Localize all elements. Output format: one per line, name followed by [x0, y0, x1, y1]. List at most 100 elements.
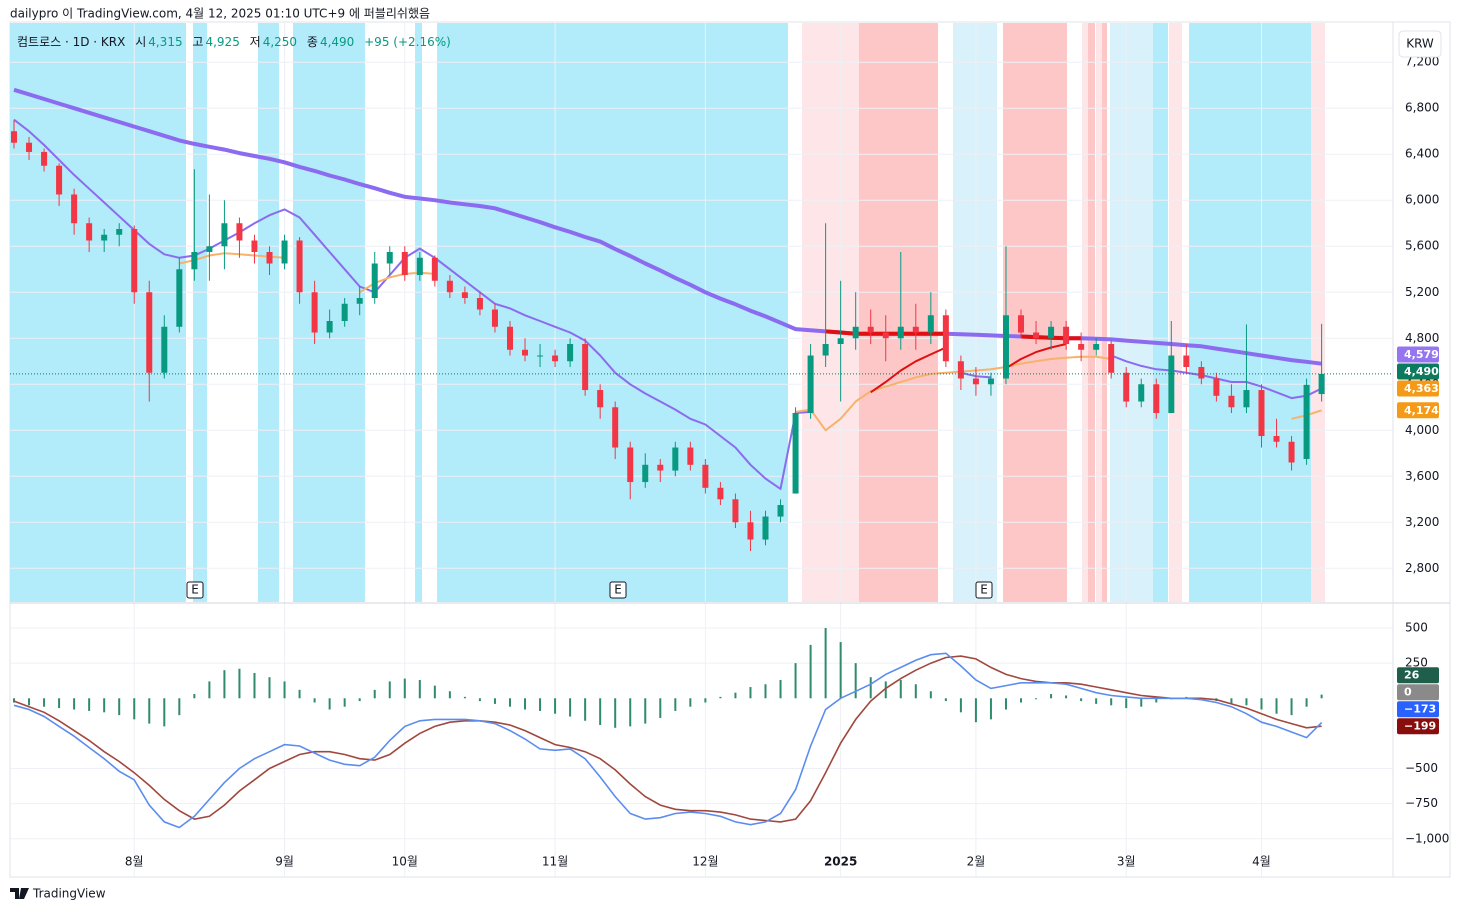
histogram-bar [524, 698, 527, 710]
value-badge [1397, 684, 1439, 701]
value-badge [1397, 402, 1439, 419]
y-tick-label: 4,800 [1405, 331, 1439, 345]
histogram-bar [884, 681, 887, 699]
currency-button[interactable] [1398, 30, 1442, 58]
histogram-bar [1110, 698, 1113, 706]
open-label: 시 [135, 35, 146, 49]
candle-body [1063, 326, 1070, 345]
candle-body [1288, 441, 1295, 463]
value-badge-label: 4,174 [1404, 404, 1439, 417]
candle-body [567, 344, 574, 362]
candle-body [431, 257, 438, 281]
histogram-bar [899, 680, 902, 699]
event-marker[interactable] [609, 581, 627, 599]
y-tick-label: 500 [1405, 621, 1428, 635]
x-tick-label: 3월 [1117, 855, 1136, 869]
histogram-bar [929, 691, 932, 699]
histogram-bar [148, 698, 151, 724]
zone [1082, 23, 1088, 602]
histogram-bar [103, 698, 106, 713]
candle-body [1168, 355, 1175, 414]
macd-line [13, 652, 1323, 829]
histogram-bar [584, 698, 587, 721]
candle-body [552, 355, 559, 362]
candle-body [1078, 344, 1085, 350]
candle-body [837, 338, 844, 345]
histogram-bar [1305, 698, 1308, 707]
zone [1311, 23, 1325, 602]
histogram-bar [268, 677, 271, 699]
candle-body [747, 522, 754, 540]
candle-body [86, 223, 93, 241]
histogram-bar [448, 691, 451, 699]
moving-average [13, 87, 1322, 366]
histogram-bar [253, 672, 256, 699]
candle-body [221, 223, 228, 247]
candle-body [266, 252, 273, 264]
candle-body [416, 257, 423, 276]
histogram-bar [1020, 698, 1023, 703]
histogram-bar [554, 698, 557, 714]
candle-body [1303, 384, 1310, 460]
zone [802, 23, 859, 602]
open-value: 4,315 [148, 35, 182, 49]
footer-logo [10, 888, 29, 899]
publish-header: dailypro 이 TradingView.com, 4월 12, 2025 … [10, 7, 430, 21]
value-badge-label: 4,579 [1404, 348, 1439, 361]
candle-body [506, 326, 513, 350]
y-tick-label: −1,000 [1405, 831, 1449, 845]
moving-average [179, 252, 1322, 432]
histogram-bar [1065, 695, 1068, 699]
y-tick-label: 5,600 [1405, 239, 1439, 253]
candle-body [1033, 332, 1040, 339]
close-value: 4,490 [320, 35, 354, 49]
candle-body [371, 263, 378, 299]
candle-body [1093, 344, 1100, 350]
zone [1153, 23, 1168, 602]
zone [1169, 23, 1182, 602]
y-tick-label: 5,200 [1405, 285, 1439, 299]
histogram-bar [358, 698, 361, 702]
candle-body [1213, 378, 1220, 396]
event-label: E [980, 583, 988, 597]
symbol-legend: 컴트로스 · 1D · KRX 시 4,315 고 4,925 저 4,250 종 4,… [17, 35, 451, 49]
candle-body [161, 326, 168, 373]
histogram-bar [539, 698, 542, 711]
x-tick-label: 8월 [125, 855, 144, 869]
value-badge [1397, 346, 1439, 363]
candle-body [326, 321, 333, 333]
histogram-bar [118, 698, 121, 716]
candle-body [582, 344, 589, 391]
histogram-bar [734, 692, 737, 699]
candle-body [717, 487, 724, 500]
zone [953, 23, 997, 602]
candle-body [1228, 395, 1235, 408]
candle-body [446, 280, 453, 293]
histogram-bar [1320, 694, 1323, 699]
histogram-bar [1155, 698, 1158, 703]
event-marker[interactable] [975, 581, 993, 599]
histogram-bar [719, 696, 722, 699]
candle-body [732, 499, 739, 523]
histogram-bar [1290, 698, 1293, 716]
y-tick-label: −500 [1405, 761, 1438, 775]
change-value: +95 (+2.16%) [364, 35, 451, 49]
histogram-bar [869, 677, 872, 699]
candle-body [702, 464, 709, 488]
candle-body [882, 332, 889, 339]
histogram-bar [674, 698, 677, 711]
x-tick-label: 4월 [1252, 855, 1271, 869]
histogram-bar [28, 698, 31, 706]
y-tick-label: 6,800 [1405, 101, 1439, 115]
candle-body [296, 240, 303, 293]
histogram-bar [944, 698, 947, 702]
symbol: 컴트로스 · 1D · KRX [17, 35, 125, 49]
zone [1102, 23, 1107, 602]
zone [1003, 23, 1067, 602]
event-marker[interactable] [186, 581, 204, 599]
candle-body [491, 309, 498, 327]
value-badge-label: 26 [1404, 669, 1420, 682]
candle-body [1153, 384, 1160, 414]
histogram-bar [1125, 698, 1128, 709]
candle-body [987, 378, 994, 385]
